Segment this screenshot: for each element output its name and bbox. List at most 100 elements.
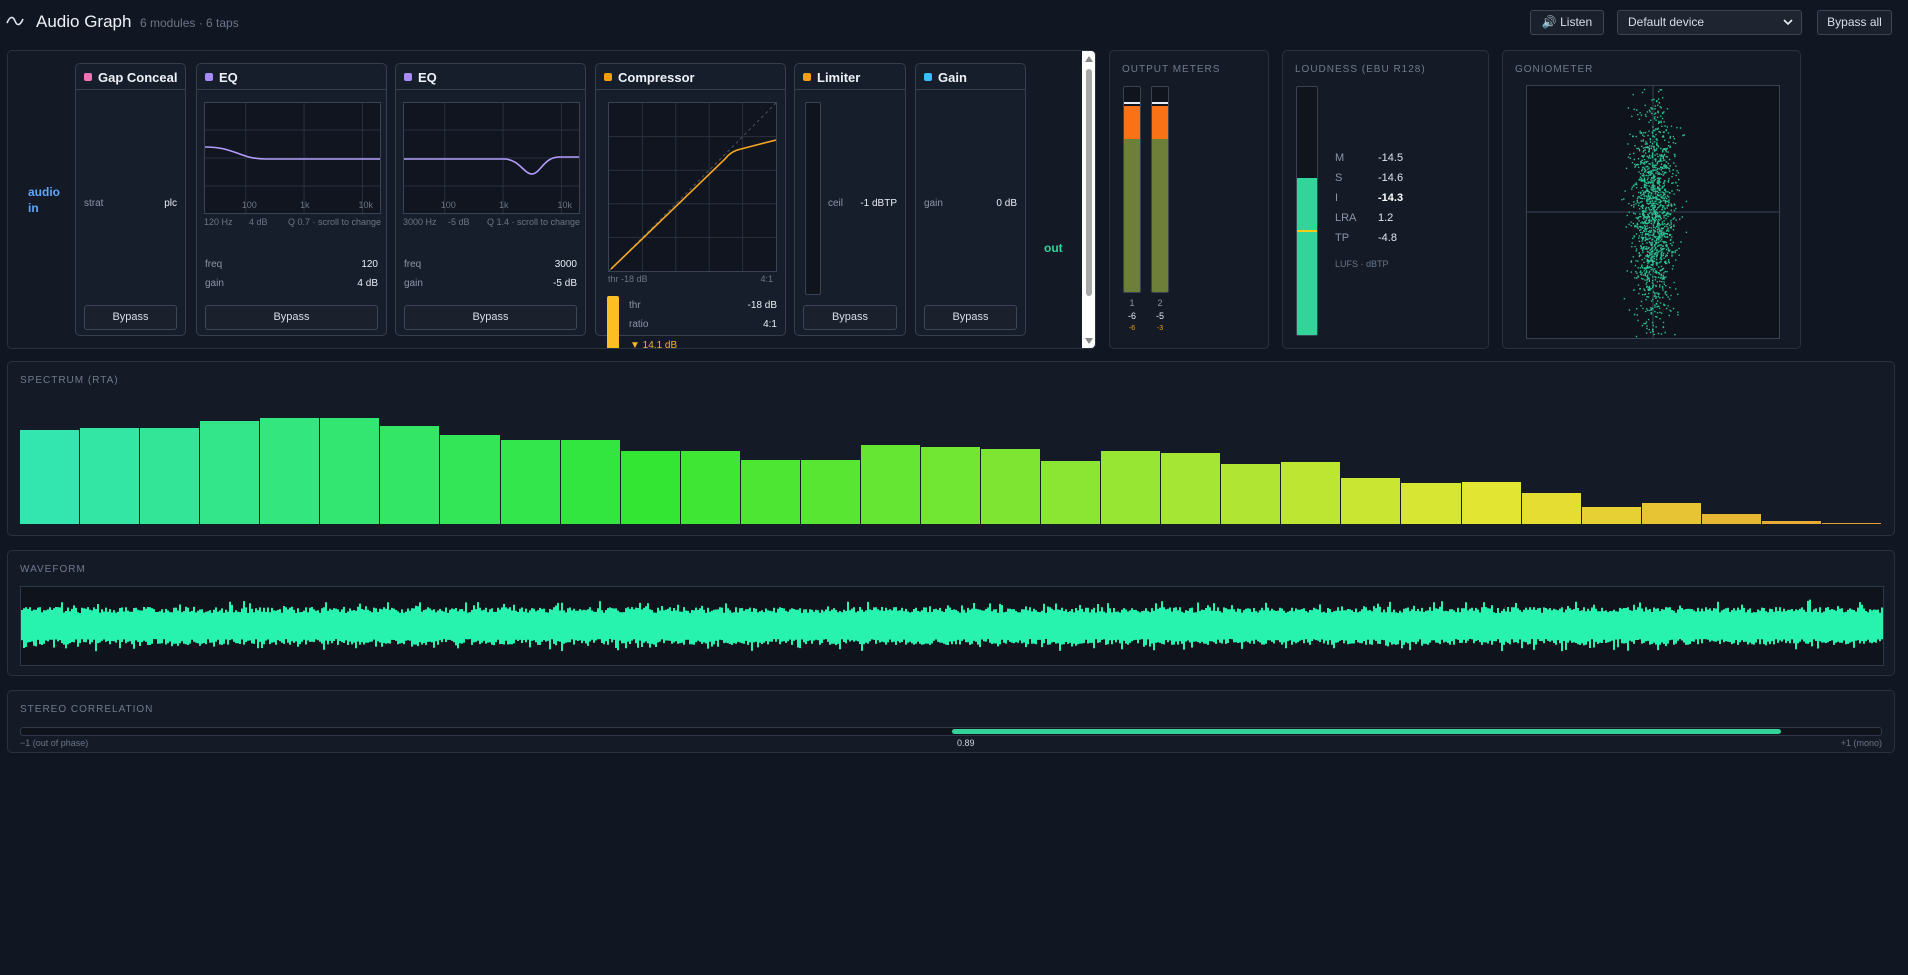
spectrum-bar [800,459,860,524]
bypass-button[interactable]: Bypass [205,305,378,330]
spectrum-bar [1221,463,1281,524]
loudness-value: 1.2 [1378,212,1394,224]
icon-wave [6,16,24,26]
module-graph: audio in out Gap Conceal strat plc Bypass EQ 10… [7,50,1096,349]
param-value: -1 dBTP [860,198,897,209]
param-value: 3000 [554,259,577,270]
transfer-curve [610,139,776,270]
waveform-view [20,586,1884,666]
spectrum-bar [1161,453,1221,524]
eq-caption: 3000 Hz [403,217,437,227]
module-name: Gain [938,70,967,85]
loudness-value: -4.8 [1378,232,1397,244]
output-node: out [1044,241,1063,255]
spectrum-bar [1821,522,1881,524]
bypass-button[interactable]: Bypass [803,305,897,330]
module-color-dot [404,73,412,81]
spectrum-bar [1041,461,1101,524]
spectrum: SPECTRUM (RTA) [7,361,1895,536]
spectrum-bar [440,434,500,524]
correlation-value: 0.89 [957,738,975,748]
scale-label: −1 (out of phase) [20,738,89,748]
compressor-caption: 4:1 [760,274,773,284]
module-name: Limiter [817,70,861,85]
meter-level [1124,139,1140,292]
spectrum-bar [500,440,560,524]
loudness-label: I [1335,192,1339,204]
app-icon [6,16,24,26]
spectrum-plot [20,393,1882,524]
waveform: WAVEFORM [7,550,1895,676]
param-label: ceil [828,198,844,209]
param-label: thr [629,300,641,311]
eq-curve [404,156,579,175]
channel-label: 1 [1129,298,1135,308]
app-subtitle: 6 modules · 6 taps [140,16,239,30]
param-value: 4 dB [357,278,378,289]
spectrum-bar [200,420,260,524]
loudness-unit: LUFS · dBTP [1335,259,1389,269]
spectrum-bar [20,429,80,524]
device-select[interactable]: Default device [1617,10,1802,35]
compressor-graph [608,102,777,272]
eq-curve [205,146,380,160]
spectrum-bar [1701,513,1761,524]
waveform-signal [21,599,1883,652]
compressor-caption: thr -18 dB [608,274,648,284]
bypass-button[interactable]: Bypass [84,305,177,330]
param-value: -18 dB [747,300,777,311]
spectrum-bar [740,459,800,524]
spectrum-bar [1101,450,1161,524]
meter [1151,86,1169,293]
correlation-fill [952,729,1781,734]
goniometer-scope [1526,85,1780,339]
panel-title: WAVEFORM [20,564,86,575]
module-color-dot [924,73,932,81]
param-value: 4:1 [763,319,777,330]
param-label: gain [205,278,224,289]
arrow [1085,56,1093,62]
loudness-label: M [1335,152,1345,164]
eq-graph [403,102,580,214]
eq-graph [204,102,381,214]
eq-caption: Q 1.4 · scroll to change [487,217,581,227]
loudness: LOUDNESS (EBU R128) M -14.5 S -14.6 I -14.3 LRA… [1282,50,1489,349]
spectrum-bar [620,450,680,524]
module-color-dot [803,73,811,81]
scroll-up [1085,56,1093,62]
eq-axis-label: 10k [358,200,374,210]
module-card: Gap Conceal strat plc Bypass [75,63,186,336]
param-value: 120 [361,259,378,270]
scale-label: +1 (mono) [1840,738,1882,748]
module-name: EQ [219,70,238,85]
limiter-meter [805,102,821,295]
module-name: EQ [418,70,437,85]
panel-title: STEREO CORRELATION [20,704,154,715]
spectrum-bar [1581,506,1641,524]
eq-caption: 4 dB [249,217,268,227]
loudness-fill [1297,178,1317,335]
module-card: Limiter ceil -1 dBTP Bypass [794,63,906,336]
goniometer: GONIOMETER [1502,50,1801,349]
param-label: freq [404,259,422,270]
param-label: strat [84,198,104,209]
chevron [1783,19,1793,26]
module-card: Gain gain 0 dB Bypass [915,63,1026,336]
eq-caption: -5 dB [448,217,470,227]
spectrum-bar [80,428,140,524]
listen-button[interactable]: 🔊 Listen [1530,10,1604,35]
peak-hold [1124,102,1140,104]
spectrum-bar [1281,462,1341,524]
spectrum-bar [1761,521,1821,524]
stereo-correlation: STEREO CORRELATION −1 (out of phase) +1 (m… [7,690,1895,753]
spectrum-bar [260,417,320,524]
spectrum-bar [380,425,440,524]
bypass-all-button[interactable]: Bypass all [1817,10,1892,35]
panel-title: GONIOMETER [1515,64,1594,75]
bypass-button[interactable]: Bypass [404,305,577,330]
module-header [76,64,185,90]
channel-value: -5 [1155,311,1164,321]
bypass-button[interactable]: Bypass [924,305,1017,330]
